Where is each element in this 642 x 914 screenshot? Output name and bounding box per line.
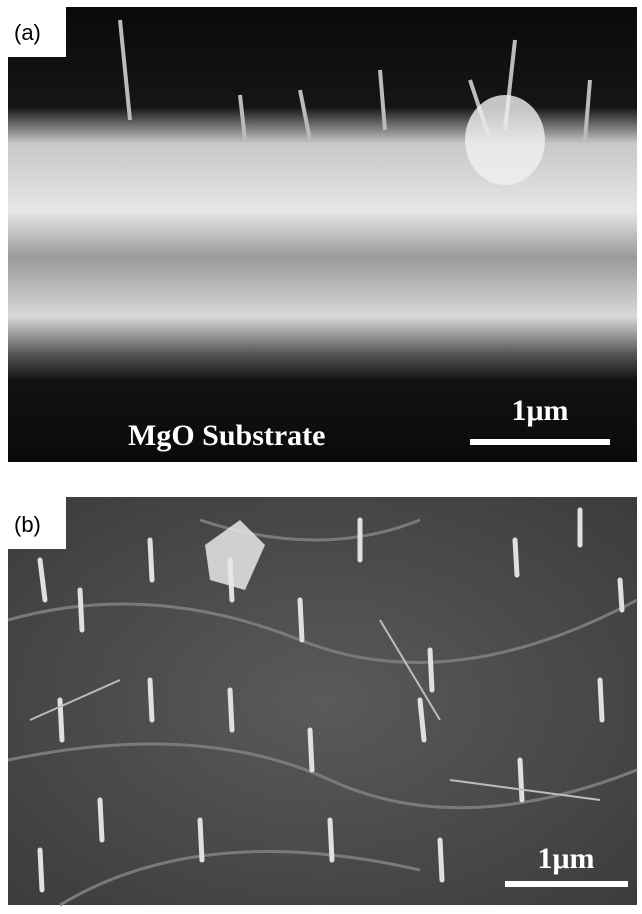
substrate-caption: MgO Substrate [128,419,326,452]
panel-label: (b) [14,512,41,537]
scale-bar [470,439,610,445]
scale-bar [505,881,628,887]
panel-a: (a) MgO Substrate 1μm [8,7,637,462]
panel-b: (b) 1μm [8,497,637,905]
scale-label: 1μm [512,394,569,427]
panel-label: (a) [14,20,41,45]
scale-label: 1μm [538,842,595,875]
figure: (a) MgO Substrate 1μm [0,0,642,909]
